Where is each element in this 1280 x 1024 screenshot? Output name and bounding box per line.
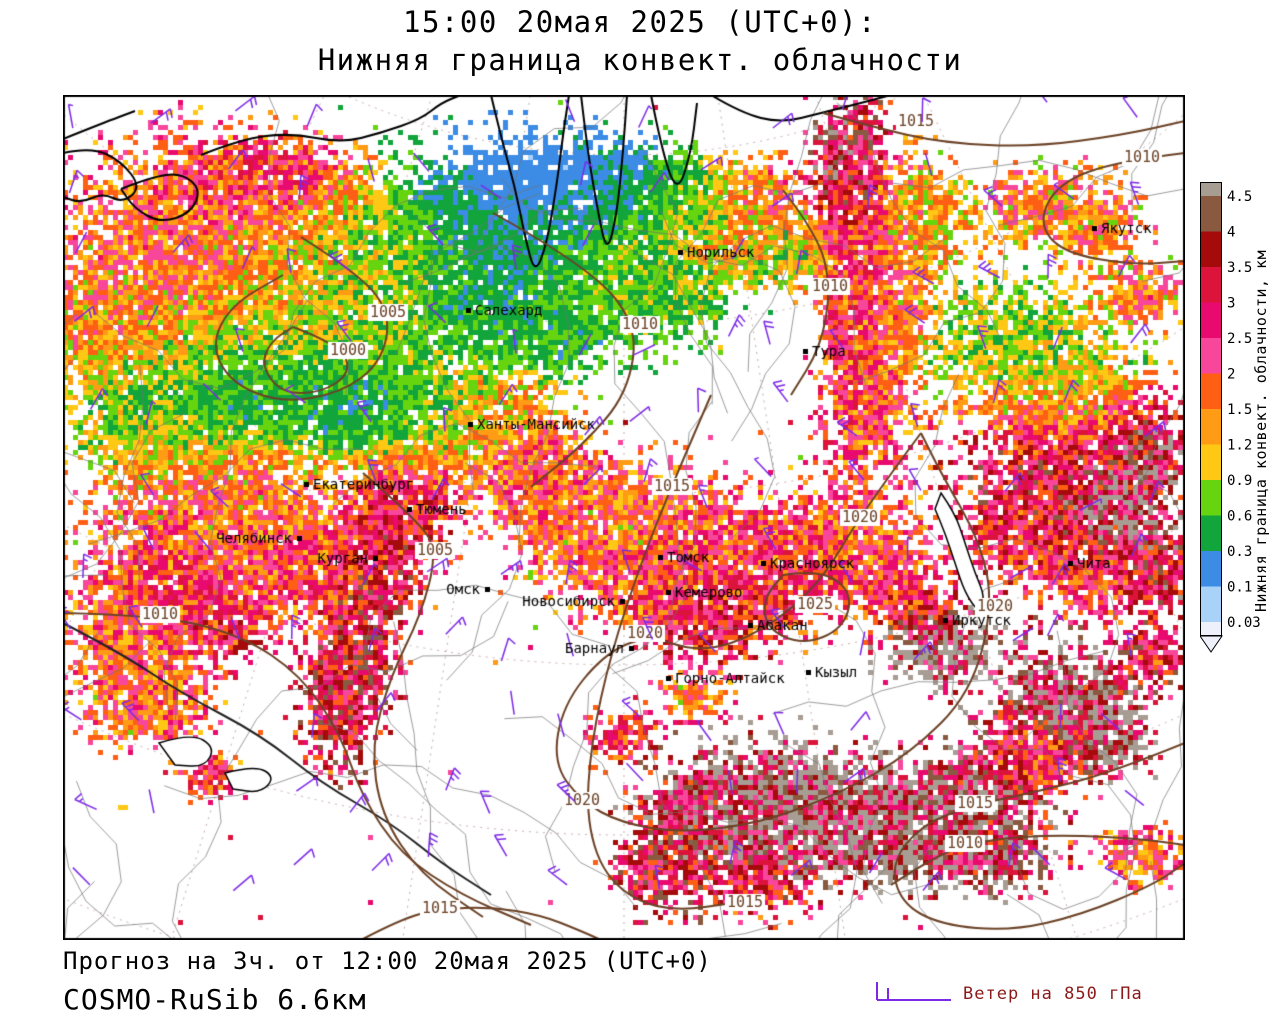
svg-text:4.5: 4.5 (1227, 189, 1252, 205)
svg-text:0.3: 0.3 (1227, 544, 1252, 560)
svg-text:1.5: 1.5 (1227, 402, 1252, 418)
map-canvas (63, 95, 1185, 940)
colorbar: 4.5 4 3.5 3 2.5 2 1.5 1.2 0.9 0.6 0.3 0.1 0.03 (1200, 182, 1261, 653)
colorbar-axis-label: Нижняя граница конвект. облачности, км (1252, 249, 1270, 613)
svg-text:2: 2 (1227, 367, 1235, 383)
svg-text:0.03: 0.03 (1227, 615, 1261, 631)
model-caption: COSMO-RuSib 6.6км (63, 983, 367, 1016)
svg-text:0.1: 0.1 (1227, 580, 1252, 596)
svg-text:3.5: 3.5 (1227, 260, 1252, 276)
wind-legend: Ветер на 850 гПа (875, 980, 1143, 1008)
map-title-parameter: Нижняя граница конвект. облачности (317, 43, 963, 77)
wind-legend-label: Ветер на 850 гПа (963, 984, 1143, 1004)
forecast-caption: Прогноз на 3ч. от 12:00 20мая 2025 (UTC+… (63, 947, 712, 975)
svg-text:2.5: 2.5 (1227, 331, 1252, 347)
map-title-datetime: 15:00 20мая 2025 (UTC+0): (403, 5, 877, 39)
svg-text:1.2: 1.2 (1227, 438, 1252, 454)
svg-text:0.6: 0.6 (1227, 509, 1252, 525)
svg-text:4: 4 (1227, 225, 1235, 241)
svg-text:0.9: 0.9 (1227, 473, 1252, 489)
svg-text:3: 3 (1227, 296, 1235, 312)
wind-barb-icon (876, 982, 951, 1001)
